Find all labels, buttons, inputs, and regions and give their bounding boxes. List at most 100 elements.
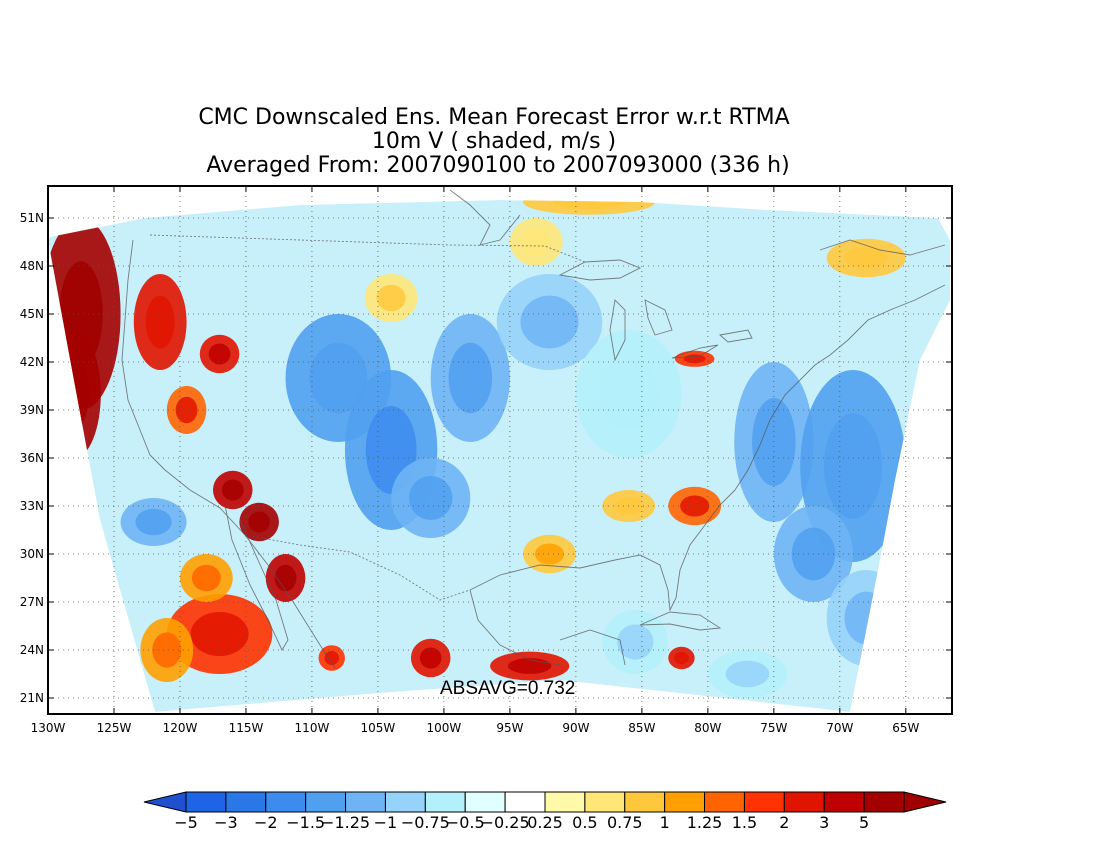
- field-region-core-32: [687, 189, 716, 200]
- us-mexico-border: [244, 534, 471, 601]
- field-region-core-16: [520, 295, 579, 349]
- colorbar-swatch: [743, 791, 785, 813]
- baja-peninsula: [224, 504, 289, 651]
- colorbar-label: 2: [779, 813, 789, 832]
- colorbar-swatch: [464, 791, 506, 813]
- colorbar-label: 1.25: [687, 813, 723, 832]
- colorbar-swatch: [704, 791, 745, 813]
- field-region-core-8: [190, 612, 249, 656]
- lon-tick-label: 100W: [427, 721, 462, 735]
- colorbar-swatch: [504, 791, 546, 813]
- colorbar-swatch: [544, 791, 586, 813]
- title-line-3: Averaged From: 2007090100 to 2007093000 …: [206, 153, 789, 178]
- colorbar-swatch: [624, 791, 666, 813]
- great-lakes-michigan: [609, 299, 626, 362]
- field-region-core-34: [844, 247, 888, 269]
- lon-tick-label: 90W: [562, 721, 589, 735]
- lon-tick-label: 115W: [229, 721, 264, 735]
- colorbar-label: −3: [214, 813, 238, 832]
- lat-tick-label: 36N: [20, 451, 44, 465]
- field-region-core-36: [376, 284, 406, 312]
- gulf-coastline: [469, 489, 736, 612]
- field-region-core-33: [552, 200, 626, 210]
- colorbar-label: −0.5: [446, 813, 485, 832]
- title-line-1: CMC Downscaled Ens. Mean Forecast Error …: [198, 105, 789, 130]
- field-region-core-28: [680, 495, 710, 517]
- yucatan: [559, 629, 626, 666]
- colorbar-label: −1.5: [286, 813, 325, 832]
- lon-tick-label: 65W: [892, 721, 919, 735]
- map-frame: [47, 185, 953, 715]
- field-region-core-23: [725, 660, 770, 688]
- field-region-core-15: [408, 476, 453, 520]
- field-region-core-22: [617, 624, 654, 660]
- map-gridlines: [47, 186, 952, 714]
- field-region-core-26: [324, 650, 339, 666]
- colorbar-label: 5: [859, 813, 869, 832]
- pacific-coastline: [121, 239, 336, 669]
- colorbar-label: 0.25: [527, 813, 563, 832]
- field-region-core-19: [823, 413, 883, 519]
- colorbar-label: −2: [254, 813, 278, 832]
- field-region-core-31: [674, 651, 689, 665]
- colorbar-swatch: [424, 791, 466, 813]
- colorbar-swatch: [584, 791, 626, 813]
- lat-tick-label: 51N: [20, 211, 44, 225]
- labrador-coast: [819, 239, 946, 256]
- field-region-core-25: [507, 658, 552, 674]
- absavg-annotation: ABSAVG=0.732: [440, 678, 575, 699]
- lat-tick-label: 45N: [20, 307, 44, 321]
- field-region-core-35: [521, 228, 551, 256]
- great-lakes-superior: [558, 259, 642, 281]
- colorbar-swatch: [345, 791, 386, 813]
- lat-tick-label: 24N: [20, 643, 44, 657]
- field-region-core-2: [145, 295, 175, 349]
- us-canada-border: [149, 234, 586, 263]
- colorbar-swatch: [185, 791, 227, 813]
- colorbar-swatch: [265, 791, 307, 813]
- lon-tick-label: 85W: [628, 721, 655, 735]
- field-region-core-14: [448, 342, 493, 414]
- field-region-32: [674, 200, 728, 204]
- field-region-core-7: [274, 564, 297, 592]
- colorbar-swatch: [664, 791, 706, 813]
- colorbar-label: 1: [660, 813, 670, 832]
- axis-ticks: 21N 24N 27N 30N 33N 36N 39N 42N 45N 48N 51N 130W 125…: [20, 186, 952, 735]
- colorbar: −5 −3 −2 −1.5−1.25 −1 −0.75−0.5−0.250.25 0.5 0.…: [143, 791, 947, 832]
- great-lakes-ontario: [718, 329, 753, 343]
- colorbar-label: 1.5: [732, 813, 757, 832]
- cuba: [639, 611, 722, 631]
- colorbar-label: −0.25: [481, 813, 530, 832]
- lon-tick-label: 125W: [97, 721, 132, 735]
- lon-tick-label: 70W: [826, 721, 853, 735]
- field-region-core-21: [844, 591, 888, 645]
- lon-tick-label: 95W: [496, 721, 523, 735]
- colorbar-label: 0.5: [572, 813, 597, 832]
- field-region-1: [48, 330, 101, 458]
- title-line-2: 10m V ( shaded, m/s ): [372, 129, 616, 154]
- lat-tick-label: 33N: [20, 499, 44, 513]
- colorbar-swatch: [863, 791, 905, 813]
- lon-tick-label: 75W: [760, 721, 787, 735]
- lat-tick-label: 48N: [20, 259, 44, 273]
- lat-tick-label: 21N: [20, 691, 44, 705]
- colorbar-label: −5: [174, 813, 198, 832]
- coastlines: [121, 189, 946, 669]
- colorbar-under-arrow: [143, 791, 187, 813]
- colorbar-swatch: [384, 791, 426, 813]
- field-region-core-1: [59, 358, 89, 430]
- colorbar-over-arrow: [903, 791, 947, 813]
- lon-tick-label: 80W: [694, 721, 721, 735]
- colorbar-label: 0.75: [607, 813, 643, 832]
- lon-tick-label: 105W: [361, 721, 396, 735]
- colorbar-swatch: [823, 791, 865, 813]
- colorbar-swatch: [783, 791, 825, 813]
- field-region-core-6: [248, 511, 271, 533]
- great-lakes-erie: [671, 344, 719, 359]
- field-region-core-30: [683, 354, 706, 364]
- lon-tick-label: 120W: [163, 721, 198, 735]
- field-region-core-27: [534, 543, 565, 565]
- great-lakes-huron: [644, 299, 673, 336]
- colorbar-swatch: [225, 791, 267, 813]
- field-region-core-5: [221, 479, 244, 501]
